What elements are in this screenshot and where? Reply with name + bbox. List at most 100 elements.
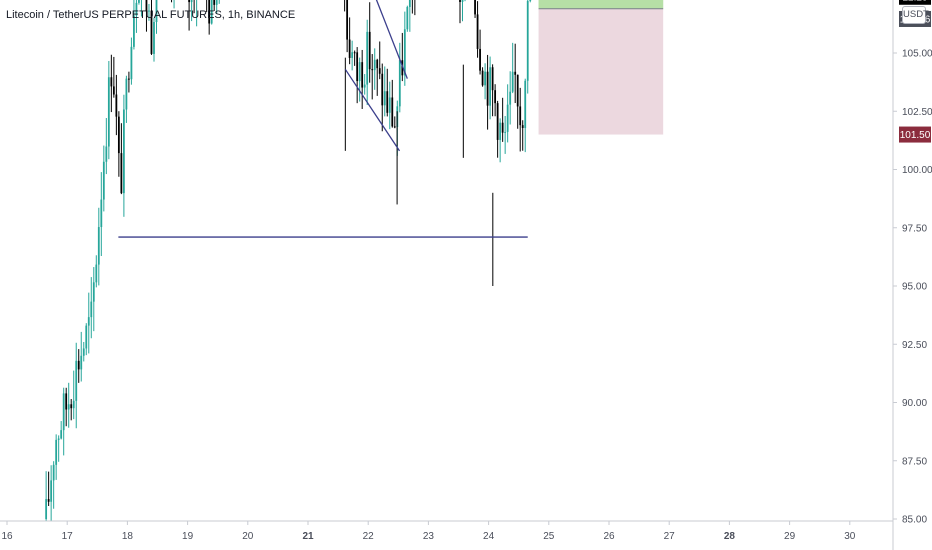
candle-body <box>346 0 349 40</box>
candle-body <box>153 22 155 54</box>
loss-zone <box>538 8 664 135</box>
price-tick-label: 87.50 <box>902 456 927 467</box>
candle-body <box>486 71 489 106</box>
candle-body <box>100 199 103 228</box>
candle-body <box>110 77 113 87</box>
candle-body <box>50 480 53 502</box>
candle-body <box>55 439 58 465</box>
candle-body <box>373 59 376 71</box>
candle-body <box>524 80 527 129</box>
candle-body <box>388 97 391 113</box>
candle-body <box>97 227 100 265</box>
candle-body <box>75 360 78 401</box>
candle-body <box>371 69 374 71</box>
candle-body <box>60 430 63 439</box>
candle-body <box>386 91 389 113</box>
price-tick-label: 95.00 <box>902 282 927 293</box>
candle-body <box>210 0 213 24</box>
candle-body <box>52 464 55 481</box>
candle-body <box>107 77 110 147</box>
candle-body <box>368 31 371 70</box>
candle-body <box>481 70 484 86</box>
time-tick-label: 26 <box>603 531 615 542</box>
candle-body <box>112 86 115 95</box>
candle-body <box>504 131 507 133</box>
price-tick-label: 90.00 <box>902 398 927 409</box>
price-tick-label: 102.50 <box>902 107 932 118</box>
time-tick-label: 18 <box>122 531 134 542</box>
candle-body <box>378 68 381 74</box>
candle-body <box>348 39 351 58</box>
time-tick-label: 30 <box>844 531 856 542</box>
candle-body <box>501 122 504 133</box>
candle-body <box>461 0 464 2</box>
candle-body <box>489 67 492 106</box>
candle-body <box>391 97 394 127</box>
candle-body <box>133 15 135 47</box>
candle-body <box>128 78 130 80</box>
candle-body <box>95 264 98 283</box>
time-tick-label: 27 <box>664 531 676 542</box>
candle-body <box>208 0 211 24</box>
candle-body <box>351 52 354 58</box>
price-tick-label: 97.50 <box>902 223 927 234</box>
candle-body <box>45 499 48 519</box>
candle-body <box>494 90 497 104</box>
price-axis[interactable]: 85.00 87.50 90.00 92.50 95.00 97.50 100.00 102.… <box>892 0 932 550</box>
candle-body <box>529 0 532 1</box>
candle-body <box>358 62 361 82</box>
candle-body <box>398 60 401 107</box>
candle-body <box>190 0 193 3</box>
time-axis[interactable]: 16 17 18 19 20 21 22 23 24 25 26 27 28 29 30 <box>0 520 893 542</box>
chart-title: Litecoin / TetherUS PERPETUAL FUTURES, 1… <box>6 9 296 21</box>
candle-body <box>82 348 85 356</box>
time-tick-label: 28 <box>724 531 736 542</box>
price-tick-label: 85.00 <box>902 515 927 526</box>
candle-body <box>363 84 366 88</box>
candle-body <box>77 360 80 370</box>
candle-body <box>148 10 150 12</box>
candle-body <box>474 0 476 15</box>
candle-body <box>511 71 514 92</box>
candle-body <box>406 7 409 30</box>
time-tick-label: 21 <box>302 531 314 542</box>
candle-body <box>150 10 153 54</box>
candle-body <box>62 393 65 431</box>
candle-body <box>499 122 502 140</box>
candle-body <box>115 94 118 117</box>
wedge-trend-line <box>344 68 401 152</box>
price-tick-label: 105.00 <box>902 49 932 60</box>
time-tick-label: 29 <box>784 531 796 542</box>
candle-body <box>484 71 486 86</box>
candle-body <box>120 153 123 194</box>
candlestick-series <box>45 0 532 522</box>
candle-body <box>57 438 60 440</box>
candle-body <box>70 404 73 409</box>
candle-body <box>72 400 75 409</box>
candle-body <box>90 301 93 318</box>
time-tick-label: 17 <box>62 531 74 542</box>
candle-body <box>47 499 50 502</box>
candle-body <box>188 0 191 3</box>
position-zones <box>538 0 664 135</box>
candle-body <box>85 325 88 349</box>
candle-body <box>476 14 479 49</box>
time-tick-label: 20 <box>242 531 254 542</box>
candle-body <box>87 317 90 326</box>
time-tick-label: 25 <box>543 531 555 542</box>
stop-price-badge-bg <box>899 126 931 143</box>
time-tick-label: 22 <box>363 531 375 542</box>
candle-body <box>526 0 529 81</box>
candle-body <box>138 0 140 3</box>
candle-body <box>122 109 125 194</box>
candle-body <box>213 0 216 5</box>
price-tick-label: 100.00 <box>902 165 932 176</box>
countdown-badge: 22:29 <box>902 0 927 3</box>
candle-body <box>105 146 108 162</box>
candle-body <box>135 2 138 16</box>
time-tick-label: 24 <box>483 531 495 542</box>
currency-button[interactable]: USDT <box>902 6 929 24</box>
countdown-badge-bg <box>899 0 931 5</box>
trend-drawings <box>118 0 528 238</box>
